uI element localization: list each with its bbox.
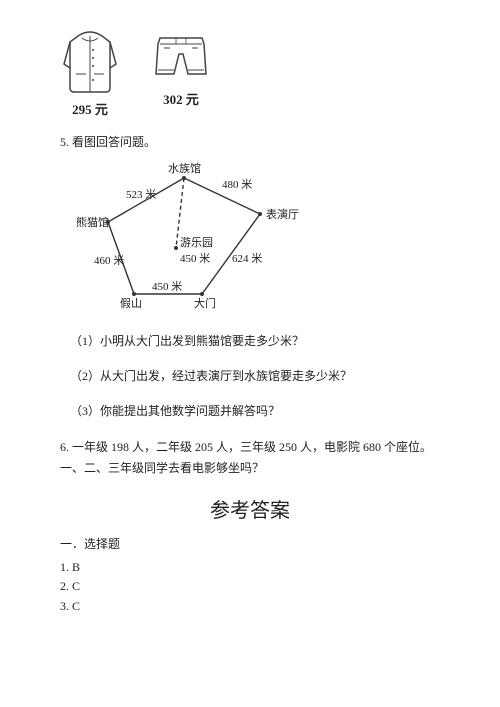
edge-pk: 450 米 <box>180 252 210 265</box>
node-gate: 大门 <box>194 296 216 310</box>
node-park: 游乐园 <box>180 236 213 249</box>
map-diagram: 水族馆 熊猫馆 表演厅 大门 假山 游乐园 523 米 480 米 624 米 … <box>74 162 440 316</box>
node-aquarium: 水族馆 <box>168 162 201 175</box>
answer-2: 2. C <box>60 577 440 596</box>
answers-section: 一．选择题 <box>60 535 440 552</box>
question-5: 5. 看图回答问题。 <box>60 132 440 152</box>
node-panda: 熊猫馆 <box>76 215 109 229</box>
edge-ah: 480 米 <box>222 178 252 191</box>
question-5-3: （3）你能提出其他数学问题并解答吗？ <box>70 402 440 419</box>
product-shorts: 302 元 <box>150 30 212 118</box>
edge-pa: 523 米 <box>126 188 156 201</box>
edge-gh: 450 米 <box>152 280 182 293</box>
shorts-icon <box>150 30 212 85</box>
jacket-icon <box>60 30 120 95</box>
edge-hg: 624 米 <box>232 252 262 265</box>
node-hall: 表演厅 <box>266 207 299 221</box>
product-jacket: 295 元 <box>60 30 120 118</box>
jacket-price: 295 元 <box>60 99 120 118</box>
product-row: 295 元 302 元 <box>60 30 440 118</box>
answer-3: 3. C <box>60 597 440 616</box>
question-5-2: （2）从大门出发，经过表演厅到水族馆要走多少米？ <box>70 367 440 384</box>
node-hill: 假山 <box>120 296 142 310</box>
edge-hp: 460 米 <box>94 254 124 267</box>
question-6: 6. 一年级 198 人，二年级 205 人，三年级 250 人，电影院 680… <box>60 437 440 478</box>
answers-title: 参考答案 <box>60 494 440 523</box>
answer-1: 1. B <box>60 558 440 577</box>
shorts-price: 302 元 <box>150 89 212 108</box>
question-5-1: （1）小明从大门出发到熊猫馆要走多少米？ <box>70 332 440 349</box>
